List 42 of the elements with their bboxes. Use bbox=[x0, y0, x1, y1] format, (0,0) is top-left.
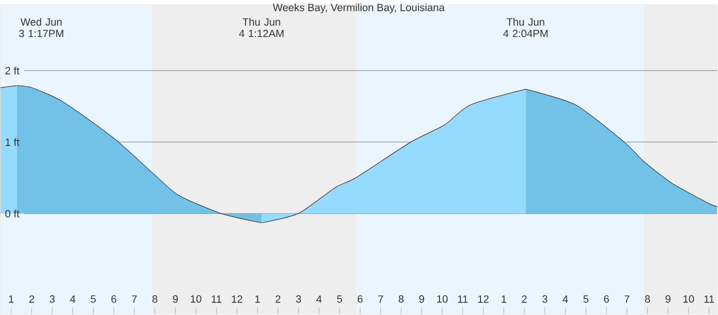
x-tick-label: 3 bbox=[50, 295, 55, 303]
x-tick-label: 7 bbox=[624, 296, 630, 303]
x-tick-label: 8 bbox=[645, 295, 650, 303]
annotation: Thu Jun 4 2:04PM bbox=[503, 18, 548, 38]
x-tick-label: 10 bbox=[190, 295, 202, 303]
x-tick-label: 9 bbox=[172, 295, 178, 303]
x-tick-label: 9 bbox=[666, 295, 670, 303]
x-tick-label: 4 bbox=[70, 296, 76, 303]
x-tick-label: 4 bbox=[316, 296, 322, 303]
x-tick-label: 10 bbox=[437, 295, 448, 303]
x-tick-label: 1 bbox=[255, 296, 260, 303]
y-tick-label: 0 ft bbox=[5, 210, 20, 218]
x-tick-label: 10 bbox=[684, 295, 694, 303]
y-tick-label: 1 ft bbox=[6, 138, 20, 146]
x-tick-label: 6 bbox=[111, 295, 116, 303]
y-tick-label: 2 ft bbox=[5, 66, 20, 75]
x-tick-label: 2 bbox=[522, 296, 527, 303]
x-tick-label: 7 bbox=[378, 296, 384, 303]
chart-title: Weeks Bay, Vermilion Bay, Louisiana bbox=[272, 4, 445, 14]
x-tick-label: 3 bbox=[296, 295, 301, 303]
x-tick-label: 4 bbox=[562, 296, 568, 303]
x-tick-label: 7 bbox=[132, 296, 137, 303]
x-tick-label: 11 bbox=[704, 296, 714, 303]
x-tick-label: 12 bbox=[478, 296, 489, 303]
x-tick-label: 11 bbox=[212, 296, 222, 303]
annotation: Wed Jun 3 1:17PM bbox=[19, 18, 64, 38]
x-tick-label: 11 bbox=[458, 296, 468, 303]
x-tick-label: 2 bbox=[276, 296, 280, 303]
x-tick-label: 9 bbox=[419, 295, 424, 303]
x-tick-label: 1 bbox=[502, 296, 506, 303]
annotation: Thu Jun 4 1:12AM bbox=[239, 18, 284, 38]
x-tick-label: 2 bbox=[29, 296, 34, 303]
x-tick-label: 8 bbox=[152, 295, 158, 303]
x-tick-label: 1 bbox=[9, 296, 14, 303]
x-tick-label: 5 bbox=[583, 296, 588, 303]
x-tick-label: 8 bbox=[398, 295, 404, 303]
x-tick-label: 5 bbox=[337, 296, 342, 303]
x-tick-label: 12 bbox=[232, 296, 242, 303]
x-tick-label: 3 bbox=[542, 295, 548, 303]
x-tick-label: 6 bbox=[604, 295, 609, 303]
x-tick-label: 6 bbox=[358, 295, 363, 303]
x-tick-label: 5 bbox=[90, 296, 96, 303]
